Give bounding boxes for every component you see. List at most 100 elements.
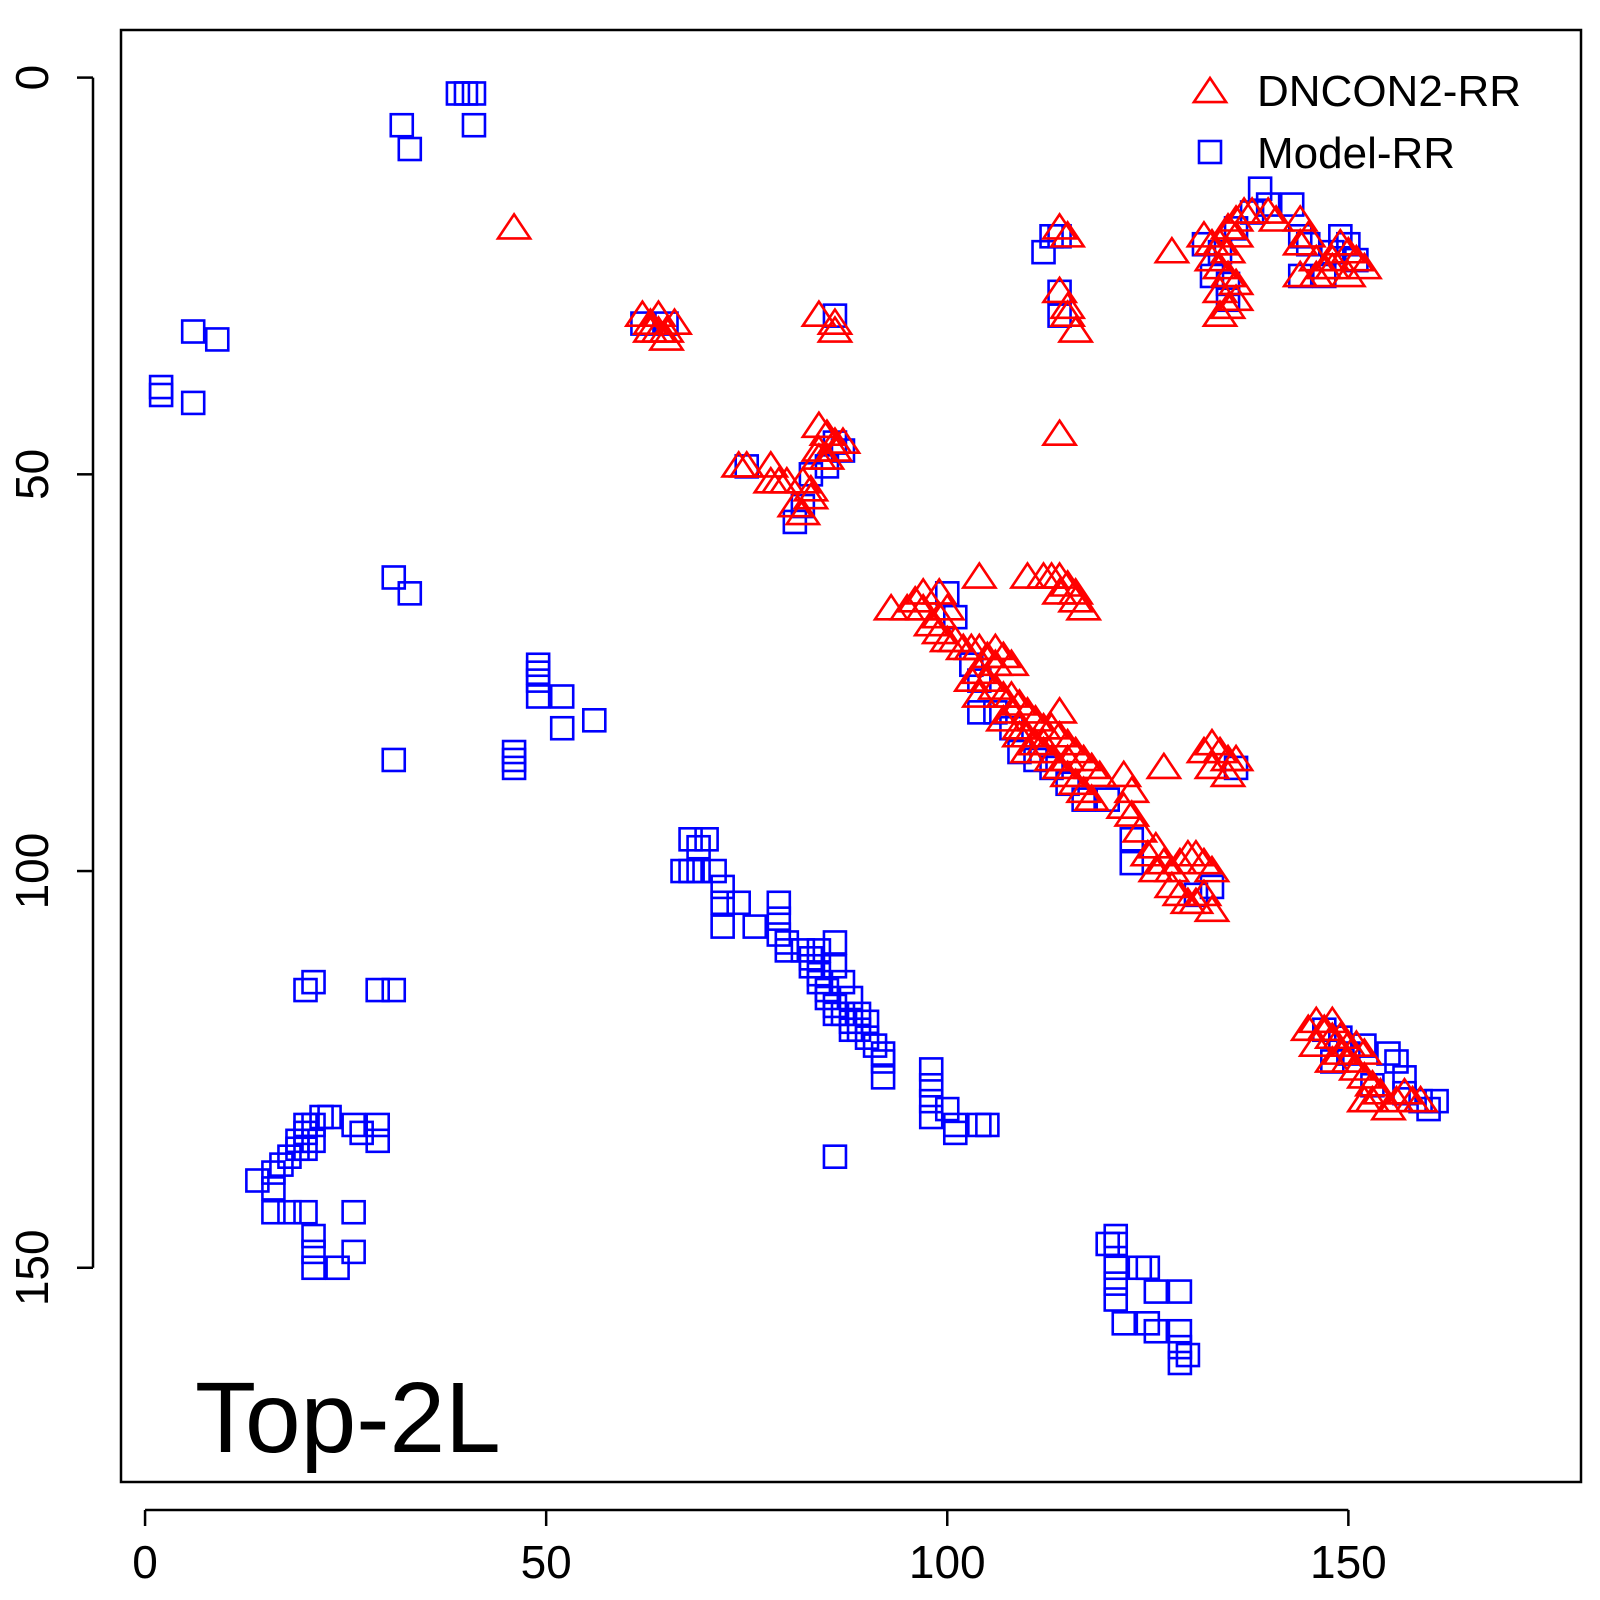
square-point — [822, 953, 848, 979]
triangle-point — [1313, 1005, 1351, 1034]
square-point — [1119, 850, 1145, 876]
triangle-point — [631, 307, 669, 335]
square-point — [148, 382, 174, 408]
triangle-point — [1049, 219, 1087, 248]
square-point — [830, 1001, 856, 1027]
square-point — [710, 890, 735, 916]
square-point — [1135, 1311, 1161, 1336]
square-point — [1143, 1279, 1169, 1304]
triangle-point — [1209, 759, 1247, 788]
triangle-point — [728, 450, 766, 478]
square-point — [461, 81, 487, 106]
triangle-point — [1337, 243, 1375, 272]
square-point — [967, 1112, 992, 1138]
square-point — [341, 1239, 366, 1265]
legend-label: DNCON2-RR — [1257, 67, 1521, 116]
square-point — [1103, 1255, 1129, 1281]
square-point — [397, 581, 423, 606]
square-point — [365, 1112, 391, 1138]
triangle-point — [1193, 243, 1231, 272]
triangle-point — [816, 307, 854, 335]
square-point — [261, 1160, 286, 1185]
triangle-point — [1185, 878, 1223, 907]
square-point — [365, 1128, 391, 1154]
triangle-point — [639, 299, 678, 328]
triangle-point — [1385, 1076, 1424, 1105]
triangle-point — [1041, 696, 1079, 724]
y-tick-label: 0 — [6, 65, 58, 91]
triangle-point — [1297, 1029, 1335, 1057]
square-point — [942, 1120, 968, 1146]
triangle-point — [1369, 1092, 1408, 1121]
square-point — [975, 1112, 1000, 1138]
triangle-point — [960, 561, 998, 589]
triangle-point — [1105, 791, 1143, 819]
square-point — [1328, 223, 1353, 249]
square-point — [766, 890, 792, 916]
triangle-point — [1065, 775, 1103, 804]
square-point — [726, 890, 751, 916]
square-point — [301, 1128, 326, 1154]
square-point — [710, 874, 735, 900]
triangle-point — [896, 584, 934, 613]
square-point — [686, 858, 711, 884]
triangle-point — [808, 442, 846, 470]
triangle-point — [1201, 299, 1239, 328]
square-point — [1103, 1287, 1129, 1312]
triangle-point — [1041, 212, 1079, 240]
square-point — [293, 1120, 318, 1146]
x-tick-label: 100 — [909, 1536, 986, 1588]
square-point — [1384, 1049, 1409, 1074]
triangle-point — [752, 450, 790, 478]
triangle-point — [1057, 584, 1095, 613]
square-point — [806, 969, 832, 995]
square-point — [838, 1017, 864, 1043]
triangle-point — [1217, 219, 1255, 248]
triangle-point — [1257, 204, 1295, 232]
legend-square-icon — [1197, 139, 1223, 165]
square-point — [445, 81, 471, 106]
legend: DNCON2-RR Model-RR — [1191, 67, 1521, 178]
triangle-point — [1177, 838, 1215, 867]
square-point — [814, 985, 840, 1011]
square-point — [301, 1255, 326, 1281]
square-point — [790, 938, 816, 963]
square-point — [501, 747, 527, 773]
triangle-point — [1041, 577, 1079, 605]
square-point — [261, 1176, 286, 1201]
square-point — [261, 1199, 286, 1225]
square-point — [702, 858, 727, 884]
y-tick-label: 50 — [6, 449, 58, 500]
triangle-point — [1121, 815, 1159, 843]
triangle-point — [784, 497, 822, 526]
triangle-point — [639, 315, 678, 343]
square-point — [846, 1001, 872, 1027]
square-point — [942, 1112, 968, 1138]
triangle-point — [1153, 870, 1191, 899]
series-dncon2-rr — [495, 196, 1440, 1121]
triangle-point — [816, 434, 854, 462]
triangle-point — [800, 299, 838, 328]
triangle-point — [1153, 235, 1191, 264]
triangle-point — [1113, 799, 1151, 827]
triangle-point — [1345, 1084, 1383, 1113]
square-point — [180, 319, 206, 344]
square-point — [317, 1104, 342, 1130]
square-point — [389, 112, 415, 138]
triangle-point — [1049, 759, 1087, 788]
square-point — [301, 969, 326, 995]
x-tick-label: 150 — [1310, 1536, 1387, 1588]
triangle-point — [816, 315, 854, 343]
square-point — [525, 652, 551, 678]
square-point — [822, 1001, 848, 1027]
triangle-point — [1041, 275, 1079, 304]
triangle-point — [1337, 1053, 1375, 1081]
triangle-point — [1193, 894, 1231, 923]
triangle-point — [1041, 418, 1079, 447]
square-point — [1031, 239, 1056, 265]
triangle-point — [1081, 759, 1119, 788]
triangle-point — [1313, 243, 1351, 272]
square-point — [1376, 1041, 1401, 1066]
triangle-point — [960, 680, 998, 708]
triangle-point — [992, 680, 1030, 708]
